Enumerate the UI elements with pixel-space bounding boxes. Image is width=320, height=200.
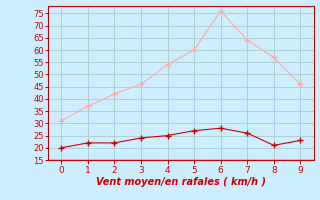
X-axis label: Vent moyen/en rafales ( km/h ): Vent moyen/en rafales ( km/h )	[96, 177, 266, 187]
